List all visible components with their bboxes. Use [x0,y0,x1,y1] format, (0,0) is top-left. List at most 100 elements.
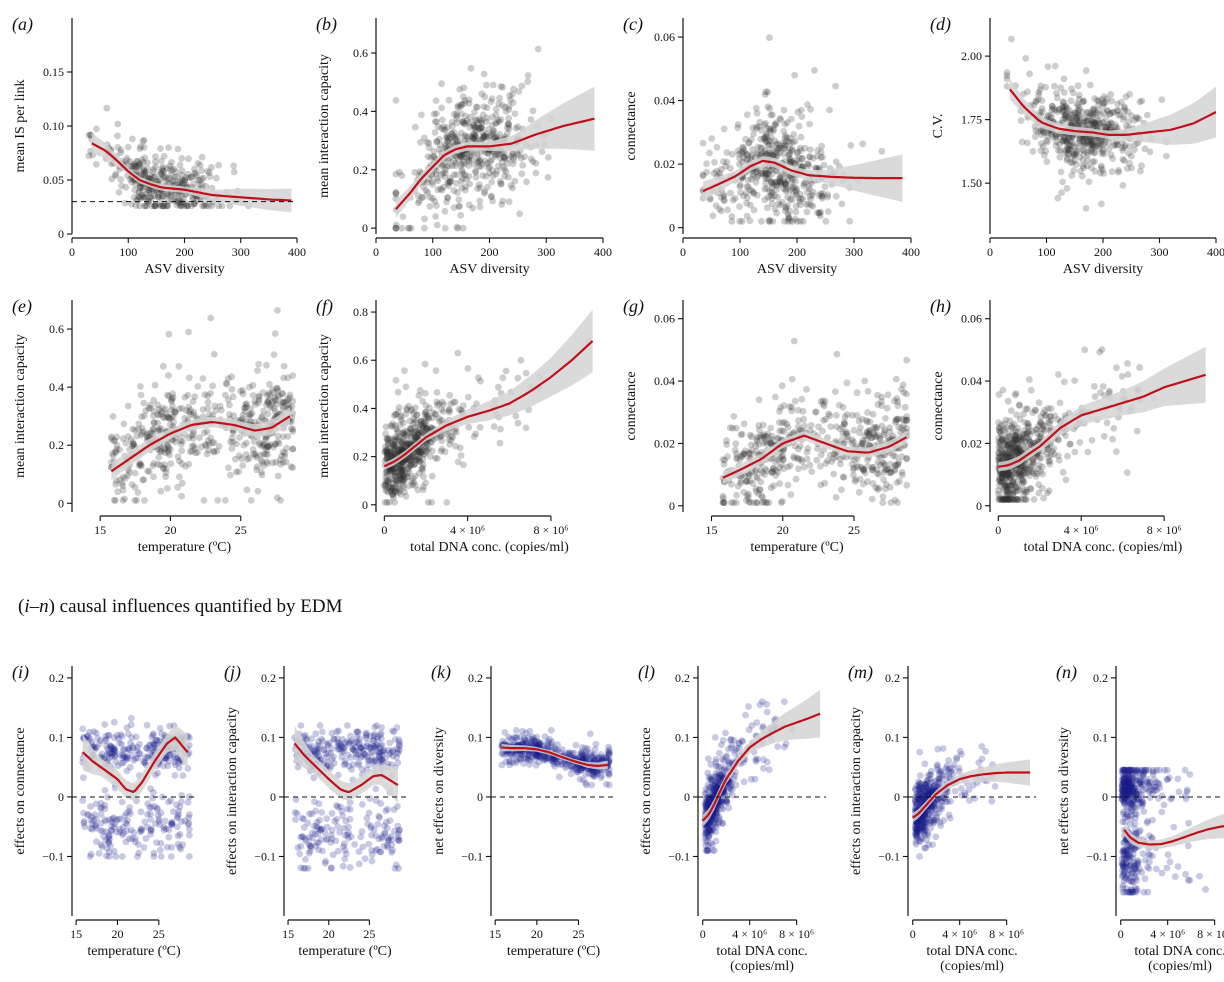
data-point [189,435,197,442]
data-point [429,414,437,422]
data-point [135,193,142,201]
data-point [483,130,491,138]
data-point [1003,496,1011,503]
data-point [100,833,107,840]
data-point [1023,469,1031,477]
data-point [143,823,151,831]
data-point [874,486,882,493]
data-point [171,761,179,769]
data-point [887,460,895,468]
data-point [460,120,468,128]
data-point [168,818,176,826]
data-point [849,465,857,473]
data-point [389,422,396,430]
data-point [422,408,430,416]
data-point [496,178,504,185]
data-point [185,403,193,411]
data-point [1080,147,1088,155]
data-point [134,853,141,860]
data-point [123,157,131,165]
data-point [136,460,144,467]
data-point [204,437,212,445]
data-point [239,462,247,469]
data-point [226,411,233,418]
data-point [93,744,100,751]
data-point [1068,119,1076,127]
data-point [1000,484,1008,492]
data-point [188,442,196,450]
data-point [173,201,181,209]
data-point [157,445,165,453]
data-point [180,202,188,210]
data-point [1088,117,1095,125]
data-point [108,826,115,834]
data-point [1003,473,1010,481]
data-point [143,202,151,210]
data-point [101,721,109,728]
data-point [371,723,379,731]
data-point [726,424,734,431]
data-point [408,455,416,463]
data-point [1136,364,1143,371]
data-point [1091,120,1099,128]
data-point [903,413,911,421]
data-point [1000,496,1007,503]
data-point [767,469,775,477]
data-point [180,178,188,186]
data-point [1070,167,1078,174]
data-point [1006,417,1014,425]
data-point [147,827,155,834]
data-point [793,185,801,193]
data-point [1001,440,1009,448]
data-point [166,722,174,730]
data-point [1085,138,1093,146]
data-point [782,181,790,188]
data-point [1099,145,1107,153]
data-point [827,423,835,430]
x-axis-label: total DNA conc. (copies/ml) [410,540,569,555]
data-point [391,449,398,457]
data-point [271,408,279,415]
data-point [754,474,761,482]
data-point [1004,481,1011,489]
data-point [402,410,410,418]
data-point [507,182,515,189]
data-point [104,793,112,801]
data-point [777,174,784,182]
data-point [1103,123,1111,131]
data-point [1023,489,1030,496]
data-point [121,199,129,207]
data-point [459,224,467,232]
data-point [509,184,516,192]
data-point [766,217,774,225]
data-point [995,454,1003,462]
data-point [791,137,799,145]
data-point [142,202,149,210]
data-point [1044,63,1052,70]
data-point [396,472,404,480]
data-point [699,172,707,180]
data-point [1010,496,1018,503]
x-tick-label: 25 [848,523,860,537]
data-point [779,419,786,427]
data-point [105,834,112,841]
data-point [454,224,462,232]
data-point [279,433,287,440]
data-point [1085,108,1093,116]
x-tick-label: 100 [424,245,442,259]
data-point [458,154,465,161]
data-point [832,388,839,395]
data-point [699,171,707,179]
data-point [170,808,177,815]
data-point [165,798,172,806]
data-point [859,140,867,148]
data-point [145,742,153,749]
data-point [898,453,906,460]
data-point [883,404,891,412]
data-point [324,762,331,769]
data-point [995,391,1003,398]
data-point [255,441,263,448]
plot-area-g [719,337,911,506]
data-point [841,413,849,421]
data-point [405,456,413,464]
